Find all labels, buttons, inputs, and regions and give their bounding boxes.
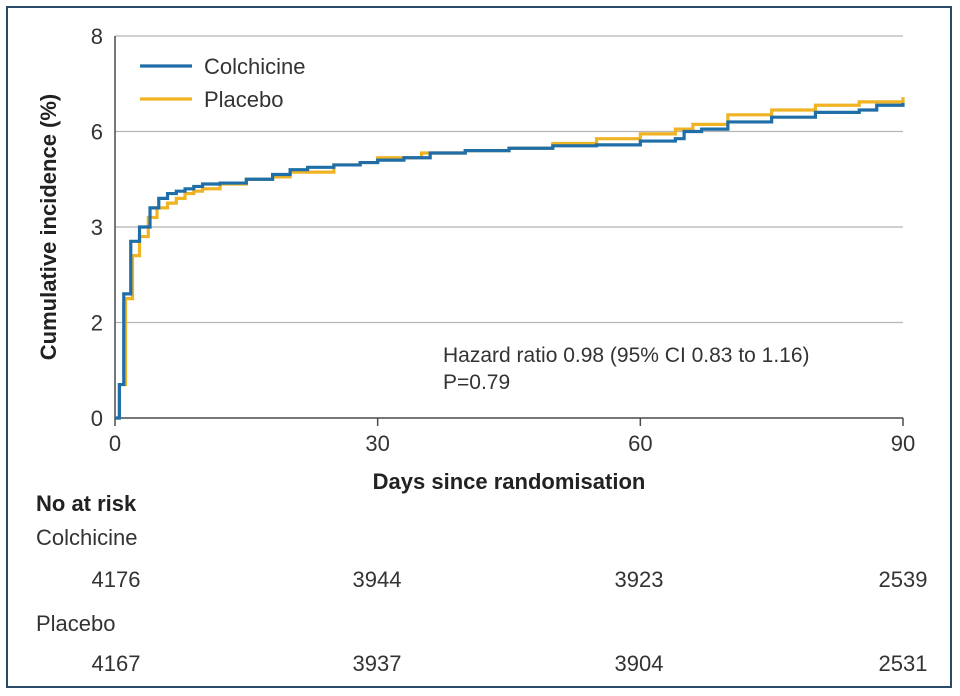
x-tick-label: 30 <box>365 431 389 456</box>
figure-frame <box>6 6 952 688</box>
y-tick-label: 8 <box>91 24 103 49</box>
x-tick-label: 90 <box>891 431 915 456</box>
y-tick-label: 0 <box>91 406 103 431</box>
hazard-ratio-annotation: Hazard ratio 0.98 (95% CI 0.83 to 1.16) <box>443 344 810 367</box>
risk-count: 4176 <box>92 567 141 592</box>
y-axis-label: Cumulative incidence (%) <box>36 94 61 361</box>
legend-label-colchicine: Colchicine <box>204 54 306 79</box>
risk-count: 3923 <box>615 567 664 592</box>
x-tick-labels: 0 30 60 90 <box>109 431 915 456</box>
x-tick-label: 60 <box>628 431 652 456</box>
legend: Colchicine Placebo <box>140 54 306 112</box>
risk-group-placebo: Placebo <box>36 611 116 636</box>
y-tick-label: 2 <box>91 311 103 336</box>
risk-count: 4167 <box>92 651 141 676</box>
risk-count: 2531 <box>879 651 928 676</box>
y-tick-label: 6 <box>91 120 103 145</box>
x-axis-label: Days since randomisation <box>373 469 646 494</box>
risk-numbers: 4176 3944 3923 2539 4167 3937 3904 2531 <box>92 567 928 676</box>
legend-label-placebo: Placebo <box>204 87 284 112</box>
risk-count: 2539 <box>879 567 928 592</box>
risk-count: 3944 <box>353 567 402 592</box>
curve-colchicine <box>115 102 905 420</box>
x-tick-label: 0 <box>109 431 121 456</box>
y-tick-labels: 0 2 3 6 8 <box>91 24 103 431</box>
risk-table-title: No at risk <box>36 491 137 516</box>
risk-group-colchicine: Colchicine <box>36 525 138 550</box>
curve-placebo <box>115 97 905 420</box>
y-tick-label: 3 <box>91 215 103 240</box>
survival-curves <box>115 97 905 420</box>
grid-lines <box>115 35 903 324</box>
risk-count: 3937 <box>353 651 402 676</box>
axes <box>114 36 904 426</box>
p-value-annotation: P=0.79 <box>443 371 510 394</box>
risk-count: 3904 <box>615 651 664 676</box>
